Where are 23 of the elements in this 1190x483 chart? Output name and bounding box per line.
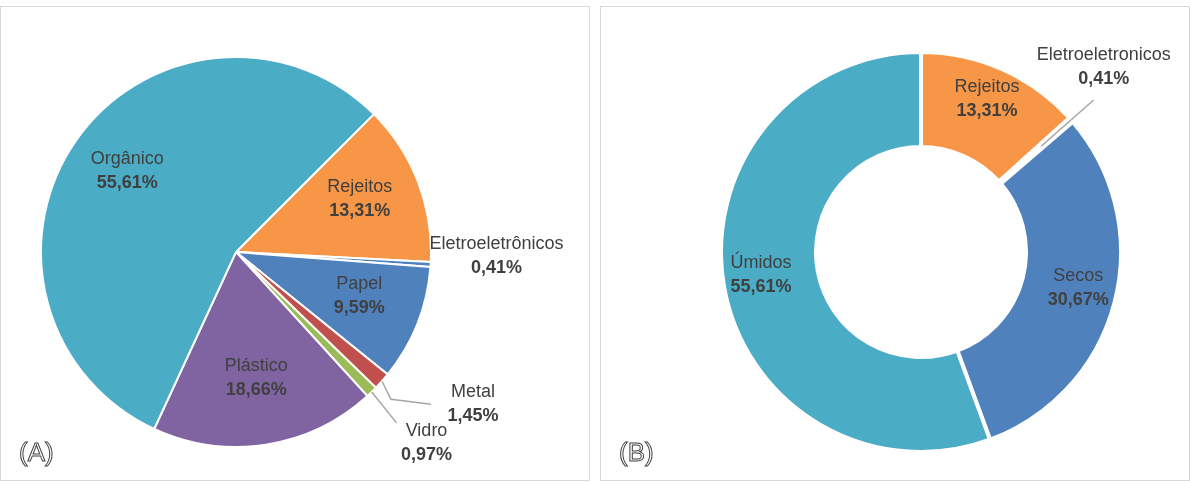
data-label: 0,97% [401,443,453,464]
text: (A) [19,437,54,468]
data-label: 18,66% [225,379,287,400]
data-label: 13,31% [329,200,391,221]
slice-label: Secos [1053,264,1104,285]
data-label: 0,41% [1078,68,1130,89]
data-label: 30,67% [1047,288,1109,309]
data-label: 55,61% [96,172,158,193]
slice-label: Eletroeletronicos [1036,44,1171,65]
data-label: 0,41% [470,256,522,277]
slice-label: Rejeitos [327,176,393,197]
data-label: 55,61% [730,276,792,297]
slice-label: Rejeitos [954,75,1020,96]
slice-label: Plástico [224,355,288,376]
slice-label: Orgânico [90,148,164,169]
slice-label: Metal [450,381,495,402]
data-label: 1,45% [447,405,499,426]
data-label: 9,59% [333,296,385,317]
slice-label: Úmidos [730,251,792,273]
data-label: 13,31% [956,99,1018,120]
slice-label: Vidro [405,419,448,440]
slice-label: Papel [336,272,383,293]
slice-label: Eletroeletrônicos [429,232,564,253]
